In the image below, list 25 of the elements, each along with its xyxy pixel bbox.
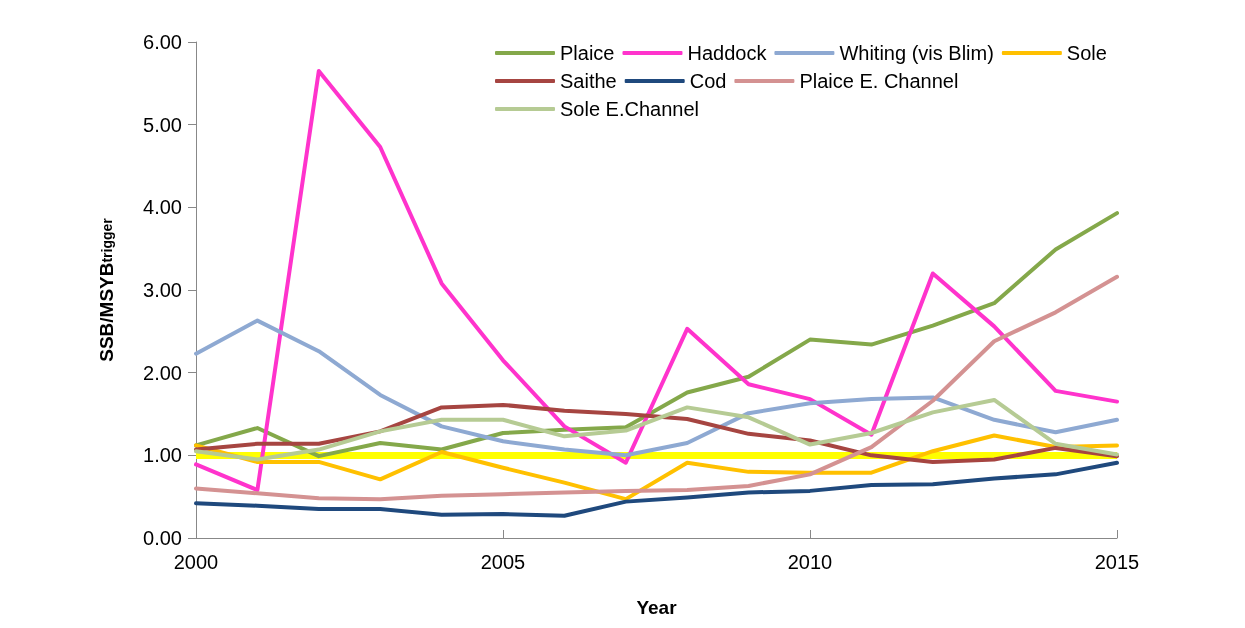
x-tick-label: 2000: [173, 551, 219, 573]
legend-label: Cod: [689, 70, 727, 92]
line-series: [194, 274, 1119, 502]
line-series: [194, 211, 1119, 459]
y-tick-label: 1.00: [143, 444, 182, 467]
legend-label: Whiting (vis Blim): [839, 42, 994, 64]
y-tick-label: 6.00: [143, 31, 182, 53]
line-series: [194, 460, 1119, 518]
legend-label: Saithe: [560, 70, 617, 92]
y-tick-label: 4.00: [143, 196, 182, 219]
legend-label: Plaice: [560, 42, 615, 64]
x-tick-label: 2010: [787, 551, 833, 573]
y-tick-label: 0.00: [143, 527, 182, 549]
legend-label: Plaice E. Channel: [799, 70, 959, 92]
line-series: [194, 68, 1119, 493]
x-tick-label: 2005: [480, 551, 526, 573]
y-tick-label: 2.00: [143, 361, 182, 384]
x-axis-title: Year: [636, 597, 678, 618]
x-tick-label: 2015: [1094, 551, 1140, 573]
legend-label: Sole: [1066, 42, 1107, 64]
y-tick-label: 3.00: [143, 279, 182, 301]
legend-label: Haddock: [687, 42, 768, 64]
legend-label: Sole E.Channel: [560, 98, 699, 120]
line-series: [194, 318, 1119, 458]
y-tick-label: 5.00: [143, 113, 182, 136]
